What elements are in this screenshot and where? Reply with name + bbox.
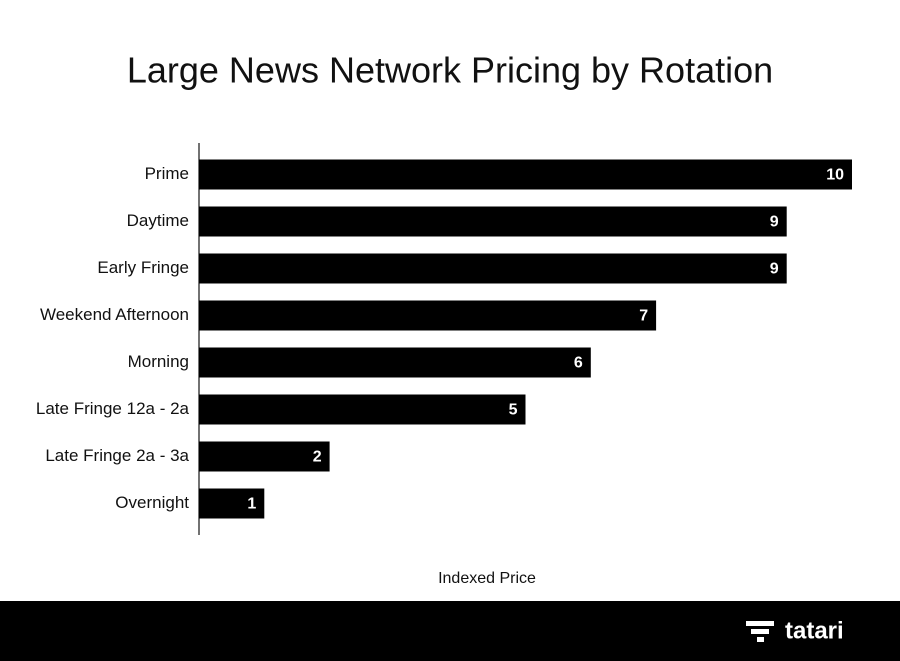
- logo-bar: [746, 621, 774, 626]
- value-label: 5: [509, 402, 518, 419]
- bar: [199, 300, 657, 331]
- bar: [199, 488, 265, 519]
- y-tick-label: Late Fringe 2a - 3a: [45, 446, 189, 465]
- value-label: 1: [247, 496, 256, 513]
- bar: [199, 206, 787, 237]
- bar: [199, 159, 852, 190]
- y-tick-label: Late Fringe 12a - 2a: [36, 399, 190, 418]
- y-tick-label: Prime: [145, 164, 189, 183]
- value-label: 6: [574, 355, 583, 372]
- value-label: 7: [639, 308, 648, 325]
- logo-bar: [751, 629, 769, 634]
- logo-bar: [757, 637, 764, 642]
- brand-name: tatari: [785, 617, 844, 644]
- y-tick-label: Early Fringe: [97, 258, 189, 277]
- bar: [199, 347, 591, 378]
- footer: [0, 601, 900, 661]
- value-label: 9: [770, 261, 779, 278]
- bar: [199, 441, 330, 472]
- value-label: 2: [313, 449, 322, 466]
- bar: [199, 394, 526, 425]
- chart-title: Large News Network Pricing by Rotation: [127, 50, 773, 91]
- y-tick-label: Daytime: [127, 211, 189, 230]
- value-label: 10: [826, 167, 844, 184]
- bar: [199, 253, 787, 284]
- y-tick-label: Overnight: [115, 493, 189, 512]
- y-tick-label: Morning: [128, 352, 189, 371]
- value-label: 9: [770, 214, 779, 231]
- brand-logo: [746, 621, 774, 642]
- x-axis-label: Indexed Price: [438, 570, 536, 587]
- y-tick-label: Weekend Afternoon: [40, 305, 189, 324]
